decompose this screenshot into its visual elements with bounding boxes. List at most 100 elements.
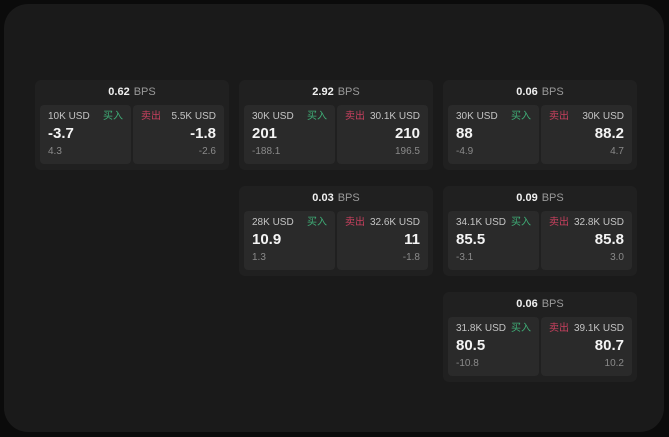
buy-side-label: 买入 [511,111,531,122]
sell-notional: 32.6K USD [369,217,420,228]
buy-notional: 34.1K USD [456,217,507,228]
sell-price: 80.7 [594,337,624,354]
sell-delta: 10.2 [604,358,624,369]
bps-unit: BPS [337,192,360,204]
quote-card: 2.92 BPS 30K USD 买入 201 -188.1 卖出 30.1K … [239,80,433,170]
quote-card-body: 28K USD 买入 10.9 1.3 卖出 32.6K USD 11 -1.8 [239,211,433,276]
buy-quote-panel[interactable]: 28K USD 买入 10.9 1.3 [244,211,335,270]
bps-value: 2.92 [312,86,334,98]
sell-delta: 196.5 [394,146,420,157]
buy-notional: 10K USD [48,111,90,122]
sell-top-row: 卖出 30.1K USD [345,111,420,123]
sell-price: 210 [394,125,420,142]
quote-card: 0.06 BPS 31.8K USD 买入 80.5 -10.8 卖出 39.1… [443,292,637,382]
buy-quote-panel[interactable]: 31.8K USD 买入 80.5 -10.8 [448,317,539,376]
bps-value: 0.06 [516,298,538,310]
buy-notional: 28K USD [252,217,294,228]
sell-notional: 5.5K USD [171,111,216,122]
sell-price: 85.8 [594,231,624,248]
buy-top-row: 10K USD 买入 [48,111,123,123]
bps-unit: BPS [541,86,564,98]
quote-card-body: 34.1K USD 买入 85.5 -3.1 卖出 32.8K USD 85.8… [443,211,637,276]
quote-card: 0.06 BPS 30K USD 买入 88 -4.9 卖出 30K USD [443,80,637,170]
buy-delta: -10.8 [456,358,479,369]
sell-price: 88.2 [594,125,624,142]
buy-quote-panel[interactable]: 30K USD 买入 201 -188.1 [244,105,335,164]
quote-card-body: 30K USD 买入 88 -4.9 卖出 30K USD 88.2 4.7 [443,105,637,170]
bps-value: 0.62 [108,86,130,98]
bps-value: 0.06 [516,86,538,98]
quote-card: 0.62 BPS 10K USD 买入 -3.7 4.3 卖出 5.5K USD [35,80,229,170]
buy-price: 85.5 [456,231,486,248]
sell-side-label: 卖出 [549,111,569,122]
buy-price: 80.5 [456,337,486,354]
buy-quote-panel[interactable]: 10K USD 买入 -3.7 4.3 [40,105,131,164]
buy-delta: -3.1 [456,252,474,263]
buy-side-label: 买入 [307,111,327,122]
sell-quote-panel[interactable]: 卖出 30.1K USD 210 196.5 [337,105,428,164]
sell-quote-panel[interactable]: 卖出 5.5K USD -1.8 -2.6 [133,105,224,164]
bps-header: 0.09 BPS [443,186,637,211]
buy-quote-panel[interactable]: 34.1K USD 买入 85.5 -3.1 [448,211,539,270]
sell-delta: -1.8 [402,252,420,263]
bps-unit: BPS [541,192,564,204]
buy-top-row: 31.8K USD 买入 [456,323,531,335]
sell-notional: 39.1K USD [573,323,624,334]
buy-quote-panel[interactable]: 30K USD 买入 88 -4.9 [448,105,539,164]
sell-top-row: 卖出 39.1K USD [549,323,624,335]
bps-header: 0.62 BPS [35,80,229,105]
sell-quote-panel[interactable]: 卖出 32.6K USD 11 -1.8 [337,211,428,270]
sell-side-label: 卖出 [549,217,569,228]
bps-value: 0.09 [516,192,538,204]
sell-price: 11 [404,231,420,248]
sell-side-label: 卖出 [345,111,365,122]
sell-notional: 30.1K USD [369,111,420,122]
buy-top-row: 34.1K USD 买入 [456,217,531,229]
sell-side-label: 卖出 [549,323,569,334]
buy-top-row: 30K USD 买入 [252,111,327,123]
buy-side-label: 买入 [103,111,123,122]
buy-delta: -188.1 [252,146,281,157]
sell-side-label: 卖出 [141,111,161,122]
buy-delta: -4.9 [456,146,474,157]
bps-unit: BPS [541,298,564,310]
buy-side-label: 买入 [307,217,327,228]
bps-header: 0.06 BPS [443,80,637,105]
quotes-grid: 0.62 BPS 10K USD 买入 -3.7 4.3 卖出 5.5K USD [35,80,637,382]
buy-notional: 30K USD [456,111,498,122]
buy-notional: 31.8K USD [456,323,507,334]
buy-top-row: 30K USD 买入 [456,111,531,123]
bps-header: 0.06 BPS [443,292,637,317]
bps-header: 0.03 BPS [239,186,433,211]
sell-delta: 3.0 [610,252,624,263]
sell-quote-panel[interactable]: 卖出 32.8K USD 85.8 3.0 [541,211,632,270]
sell-top-row: 卖出 32.8K USD [549,217,624,229]
buy-price: 201 [252,125,278,142]
buy-notional: 30K USD [252,111,294,122]
buy-price: -3.7 [48,125,74,142]
quote-card: 0.09 BPS 34.1K USD 买入 85.5 -3.1 卖出 32.8K… [443,186,637,276]
sell-notional: 32.8K USD [573,217,624,228]
buy-price: 88 [456,125,473,142]
sell-price: -1.8 [190,125,216,142]
buy-delta: 4.3 [48,146,62,157]
quote-card-body: 30K USD 买入 201 -188.1 卖出 30.1K USD 210 1… [239,105,433,170]
sell-top-row: 卖出 32.6K USD [345,217,420,229]
bps-header: 2.92 BPS [239,80,433,105]
sell-quote-panel[interactable]: 卖出 39.1K USD 80.7 10.2 [541,317,632,376]
quote-card-body: 31.8K USD 买入 80.5 -10.8 卖出 39.1K USD 80.… [443,317,637,382]
sell-top-row: 卖出 5.5K USD [141,111,216,123]
sell-delta: -2.6 [198,146,216,157]
buy-delta: 1.3 [252,252,266,263]
buy-side-label: 买入 [511,217,531,228]
bps-value: 0.03 [312,192,334,204]
quote-card-body: 10K USD 买入 -3.7 4.3 卖出 5.5K USD -1.8 -2.… [35,105,229,170]
app-panel: 0.62 BPS 10K USD 买入 -3.7 4.3 卖出 5.5K USD [4,4,664,432]
sell-notional: 30K USD [582,111,624,122]
buy-top-row: 28K USD 买入 [252,217,327,229]
sell-quote-panel[interactable]: 卖出 30K USD 88.2 4.7 [541,105,632,164]
quote-card: 0.03 BPS 28K USD 买入 10.9 1.3 卖出 32.6K US… [239,186,433,276]
bps-unit: BPS [133,86,156,98]
sell-delta: 4.7 [610,146,624,157]
sell-side-label: 卖出 [345,217,365,228]
